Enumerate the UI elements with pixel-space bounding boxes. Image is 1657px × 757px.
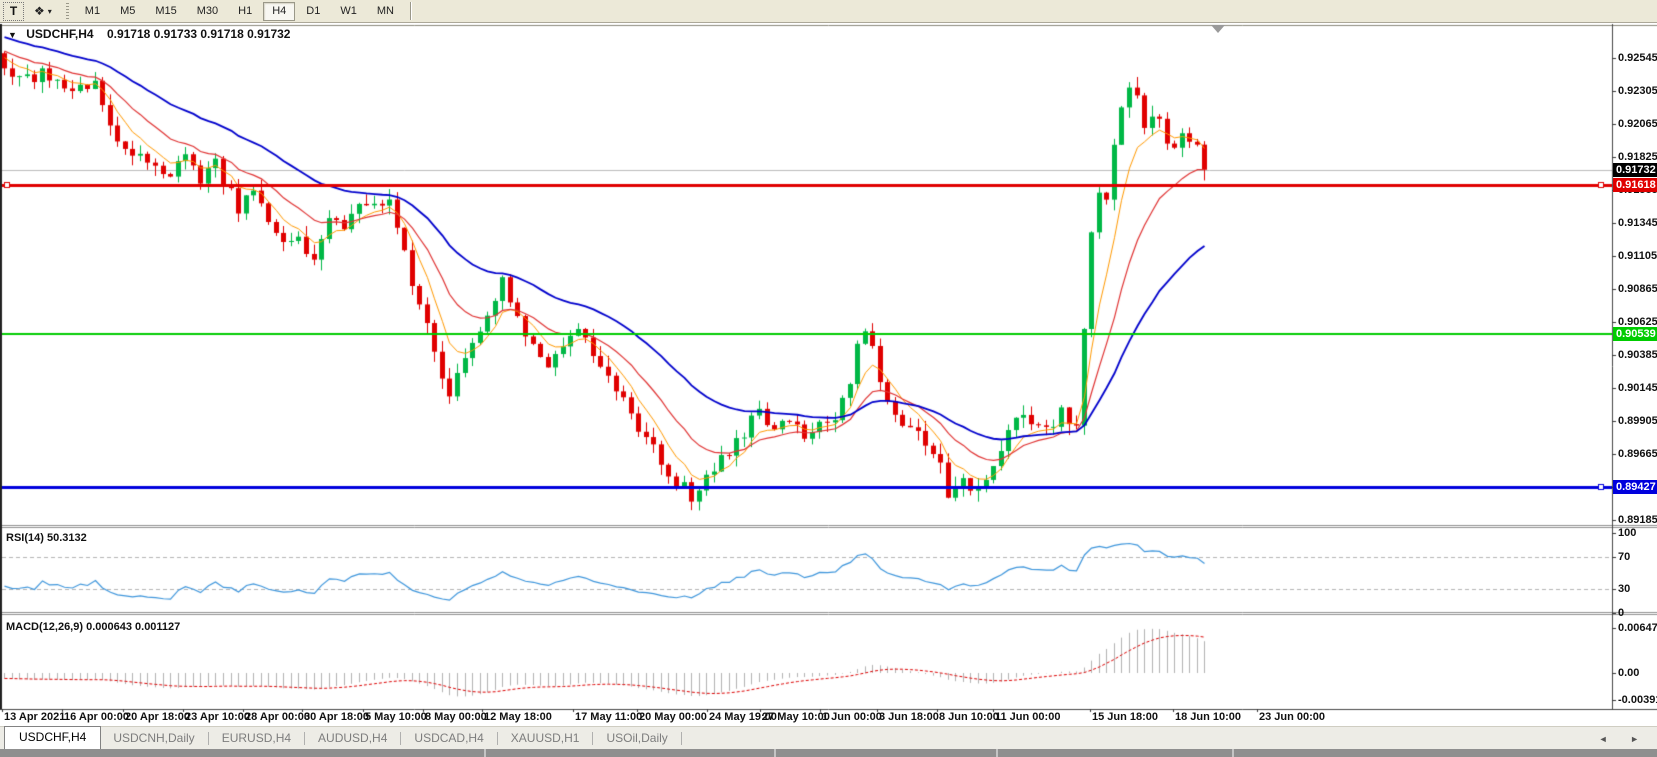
tab-xauusd-h1[interactable]: XAUUSD,H1 [510,731,580,745]
status-segment [0,749,486,757]
tab-scroll-left-icon[interactable]: ◄ [1598,734,1618,744]
date-axis-label: 3 Jun 18:00 [879,711,939,723]
date-axis-label: 15 Jun 18:00 [1092,711,1159,723]
macd-axis-label: 0.00647 [1618,622,1657,634]
timeframe-h1-button[interactable]: H1 [229,2,261,21]
chart-title: ▼ USDCHF,H4 0.91718 0.91733 0.91718 0.91… [8,27,290,41]
tab-divider [496,732,498,745]
price-axis-label: 0.90145 [1618,382,1657,394]
status-segment [1234,749,1657,757]
rsi-axis-label: 0 [1618,607,1625,619]
blue-line-price-tag: 0.89427 [1613,480,1657,494]
rsi-axis-label: 70 [1618,551,1631,563]
price-axis-label: 0.89665 [1618,448,1657,460]
status-segment [486,749,776,757]
symbol-marker-icon: ▼ [8,30,17,40]
date-axis-label: 28 Apr 00:00 [245,711,311,723]
price-axis-label: 0.91105 [1618,250,1657,262]
tab-usoil-daily[interactable]: USOil,Daily [606,731,668,745]
price-axis-label: 0.92305 [1618,85,1657,97]
date-axis-label: 17 May 11:00 [575,711,643,723]
date-axis-label: 24 May 19:00 [709,711,777,723]
price-axis-label: 0.90865 [1618,283,1657,295]
chart-ohlc-values: 0.91718 0.91733 0.91718 0.91732 [106,27,291,41]
tab-divider [304,732,306,745]
toolbar-separator [409,2,412,20]
tab-audusd-h4[interactable]: AUDUSD,H4 [318,731,388,745]
price-axis-label: 0.89905 [1618,415,1657,427]
tab-eurusd-h4[interactable]: EURUSD,H4 [221,731,292,745]
tab-usdcnh-daily[interactable]: USDCNH,Daily [113,731,195,745]
timeframe-m15-button[interactable]: M15 [146,2,185,21]
date-axis-label: 23 Apr 10:00 [185,711,251,723]
date-axis-label: 13 Apr 2021 [4,711,66,723]
date-axis-label: 18 Jun 10:00 [1175,711,1242,723]
price-axis-label: 0.91345 [1618,217,1657,229]
tab-divider [680,732,682,745]
chevron-down-icon: ▾ [47,6,52,16]
toolbar-grip[interactable] [65,3,69,19]
date-axis-label: 23 Jun 00:00 [1259,711,1326,723]
timeframe-mn-button[interactable]: MN [368,2,403,21]
tab-usdchf-h4[interactable]: USDCHF,H4 [4,726,102,749]
macd-axis-label: -0.003916 [1618,694,1657,706]
tab-usdcad-h4[interactable]: USDCAD,H4 [414,731,484,745]
rsi-axis-label: 100 [1618,527,1637,539]
macd-axis-label: 0.00 [1618,667,1640,679]
date-axis-label: 5 May 10:00 [365,711,427,723]
date-axis-label: 12 May 18:00 [484,711,552,723]
rsi-axis-label: 30 [1618,583,1631,595]
text-tool-button[interactable]: T [3,1,24,21]
timeframe-d1-button[interactable]: D1 [297,2,329,21]
date-axis-label: 16 Apr 00:00 [64,711,130,723]
date-axis-label: 27 May 10:00 [762,711,830,723]
timeframe-m1-button[interactable]: M1 [76,2,109,21]
price-axis-label: 0.90385 [1618,349,1657,361]
red-line-price-tag: 0.91618 [1613,178,1657,192]
timeframe-h4-button[interactable]: H4 [263,1,296,21]
macd-indicator-label: MACD(12,26,9) 0.000643 0.001127 [6,621,181,633]
object-tools-button[interactable]: ❖ ▾ [30,2,56,21]
status-segment [998,749,1234,757]
tab-scroll-right-icon[interactable]: ► [1630,734,1649,744]
date-axis-label: 8 May 00:00 [425,711,487,723]
price-axis-label: 0.92545 [1618,52,1657,64]
green-line-price-tag: 0.90539 [1613,327,1657,341]
timeframe-m5-button[interactable]: M5 [111,2,144,21]
tab-divider [592,732,594,745]
rsi-indicator-label: RSI(14) 50.3132 [6,532,87,544]
price-axis-label: 0.89185 [1618,514,1657,526]
timeframe-w1-button[interactable]: W1 [331,2,366,21]
date-axis-label: 11 Jun 00:00 [995,711,1061,723]
price-axis-label: 0.92065 [1618,118,1657,130]
price-axis-label: 0.91825 [1618,151,1657,163]
date-axis-label: 20 Apr 18:00 [125,711,191,723]
chart-shift-marker-icon[interactable] [1211,25,1225,33]
date-axis-label: 8 Jun 10:00 [939,711,999,723]
date-axis-label: 20 May 00:00 [639,711,707,723]
tab-divider [207,732,209,745]
chart-symbol-label: USDCHF,H4 [26,27,94,41]
status-bar [0,749,1657,757]
chart-tabbar: USDCHF,H4 USDCNH,Daily EURUSD,H4 AUDUSD,… [0,726,1657,749]
date-axis-label: 1 Jun 00:00 [822,711,882,723]
price-axis-label: 0.90625 [1618,316,1657,328]
status-segment [776,749,998,757]
tab-scroll-buttons: ◄ ► [1599,734,1649,744]
diamond-tool-icon: ❖ [34,4,45,18]
current-price-tag: 0.91732 [1613,163,1657,177]
timeframe-m30-button[interactable]: M30 [188,2,227,21]
date-axis-label: 30 Apr 18:00 [304,711,370,723]
toolbar: T ❖ ▾ M1 M5 M15 M30 H1 H4 D1 W1 MN [0,0,1657,23]
tab-divider [400,732,402,745]
